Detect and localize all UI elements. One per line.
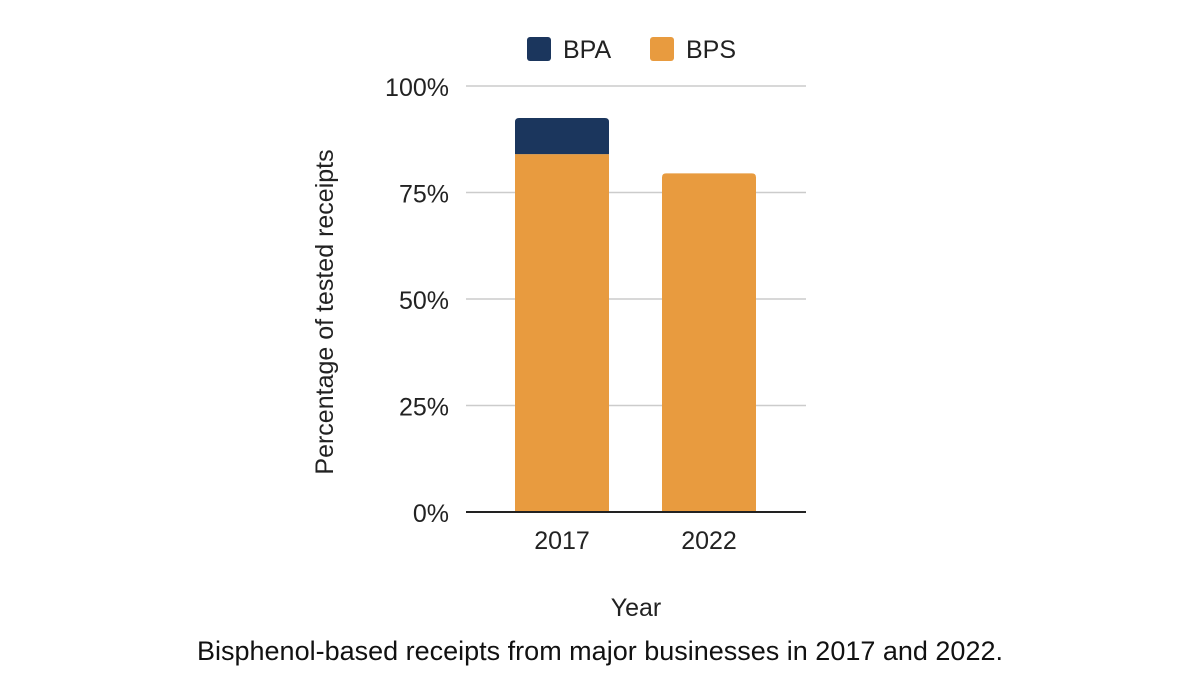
stacked-bar-chart: BPA BPS 0% 25% 50% 75% 100% 2017 2022 Percenta… xyxy=(311,36,806,622)
y-tick-label: 75% xyxy=(399,181,449,209)
figure-caption: Bisphenol-based receipts from major busi… xyxy=(197,636,1003,666)
legend-swatch-bpa xyxy=(527,37,551,61)
bars xyxy=(515,117,756,512)
bar-bpa-2017 xyxy=(515,117,609,155)
y-tick-label: 50% xyxy=(399,287,449,315)
bar-bps-2022 xyxy=(662,173,756,512)
y-axis-ticks: 0% 25% 50% 75% 100% xyxy=(385,74,449,528)
x-axis-ticks: 2017 2022 xyxy=(534,527,737,555)
x-axis-label: Year xyxy=(611,594,662,622)
x-tick-label: 2022 xyxy=(681,527,737,555)
y-tick-label: 25% xyxy=(399,394,449,422)
y-axis-label: Percentage of tested receipts xyxy=(311,149,339,474)
legend-label-bps: BPS xyxy=(686,36,736,64)
y-tick-label: 0% xyxy=(413,500,449,528)
legend-swatch-bps xyxy=(650,37,674,61)
chart-legend: BPA BPS xyxy=(527,36,736,64)
y-tick-label: 100% xyxy=(385,74,449,102)
legend-label-bpa: BPA xyxy=(563,36,611,64)
x-tick-label: 2017 xyxy=(534,527,590,555)
bar-bps-2017 xyxy=(515,154,609,512)
